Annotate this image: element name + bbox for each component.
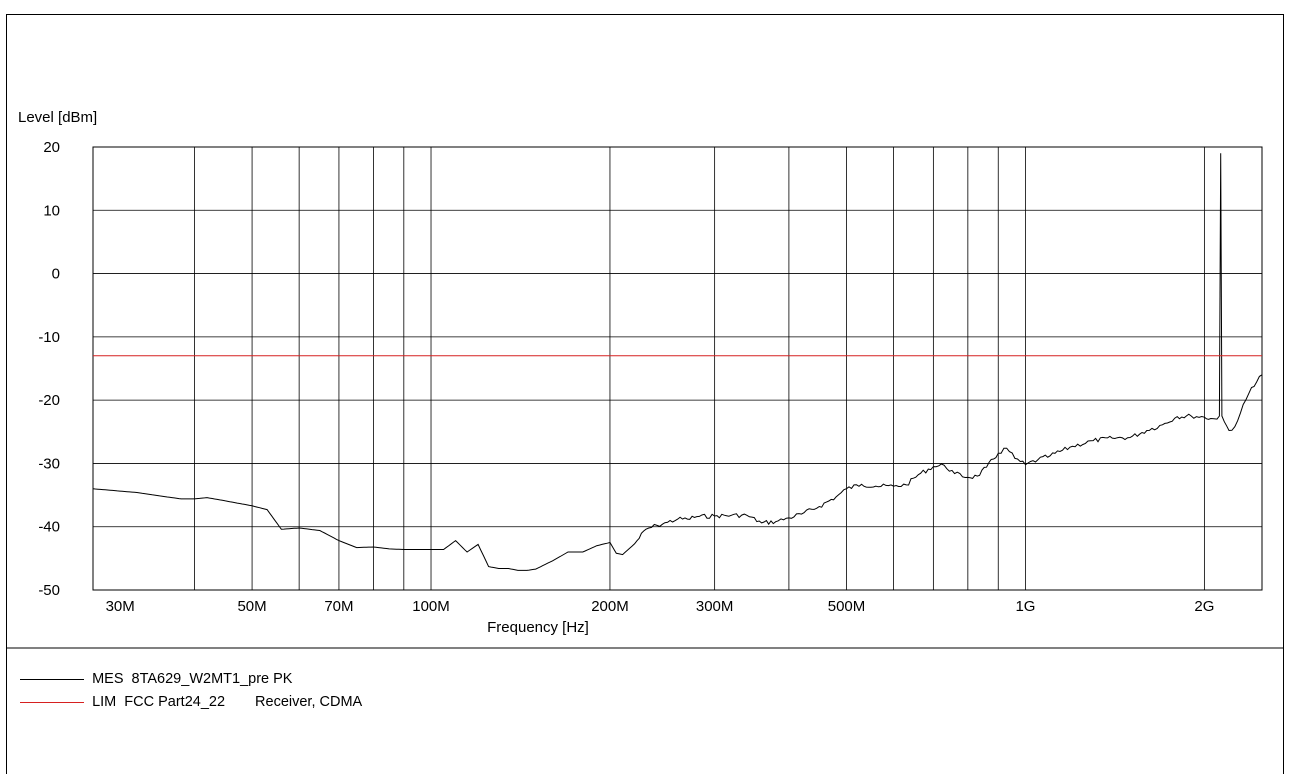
series-line-measurement: [92, 153, 1263, 571]
legend-swatch-limit: [20, 701, 85, 703]
y-axis-title: Level [dBm]: [18, 109, 97, 126]
y-tick-label: 0: [52, 266, 60, 283]
y-tick-label: -30: [38, 455, 60, 472]
chart-frame: [6, 14, 1284, 774]
y-tick-label: -10: [38, 329, 60, 346]
y-tick-label: 10: [43, 202, 60, 219]
x-tick-label: 500M: [828, 598, 866, 615]
x-tick-label: 70M: [324, 598, 353, 615]
legend-swatch-measurement: [20, 678, 85, 680]
y-tick-label: -20: [38, 392, 60, 409]
y-tick-label: 20: [43, 139, 60, 156]
x-tick-label: 50M: [237, 598, 266, 615]
x-tick-label: 1G: [1015, 598, 1035, 615]
legend-label-limit-extra: Receiver, CDMA: [255, 694, 363, 710]
x-tick-label: 30M: [106, 598, 135, 615]
legend-entry-measurement: MES 8TA629_W2MT1_pre PK: [12, 654, 292, 687]
legend-label-measurement: MES 8TA629_W2MT1_pre PK: [92, 671, 293, 687]
legend-entry-limit: LIM FCC Part24_22 Receiver, CDMA: [12, 677, 362, 710]
y-tick-label: -40: [38, 519, 60, 536]
x-tick-label: 200M: [591, 598, 629, 615]
y-tick-label: -50: [38, 582, 60, 599]
x-tick-label: 300M: [696, 598, 734, 615]
legend-label-limit: LIM FCC Part24_22: [92, 694, 226, 710]
x-tick-label: 100M: [412, 598, 450, 615]
x-axis-title: Frequency [Hz]: [487, 619, 589, 636]
plot-area: [92, 146, 1263, 591]
x-tick-label: 2G: [1194, 598, 1214, 615]
